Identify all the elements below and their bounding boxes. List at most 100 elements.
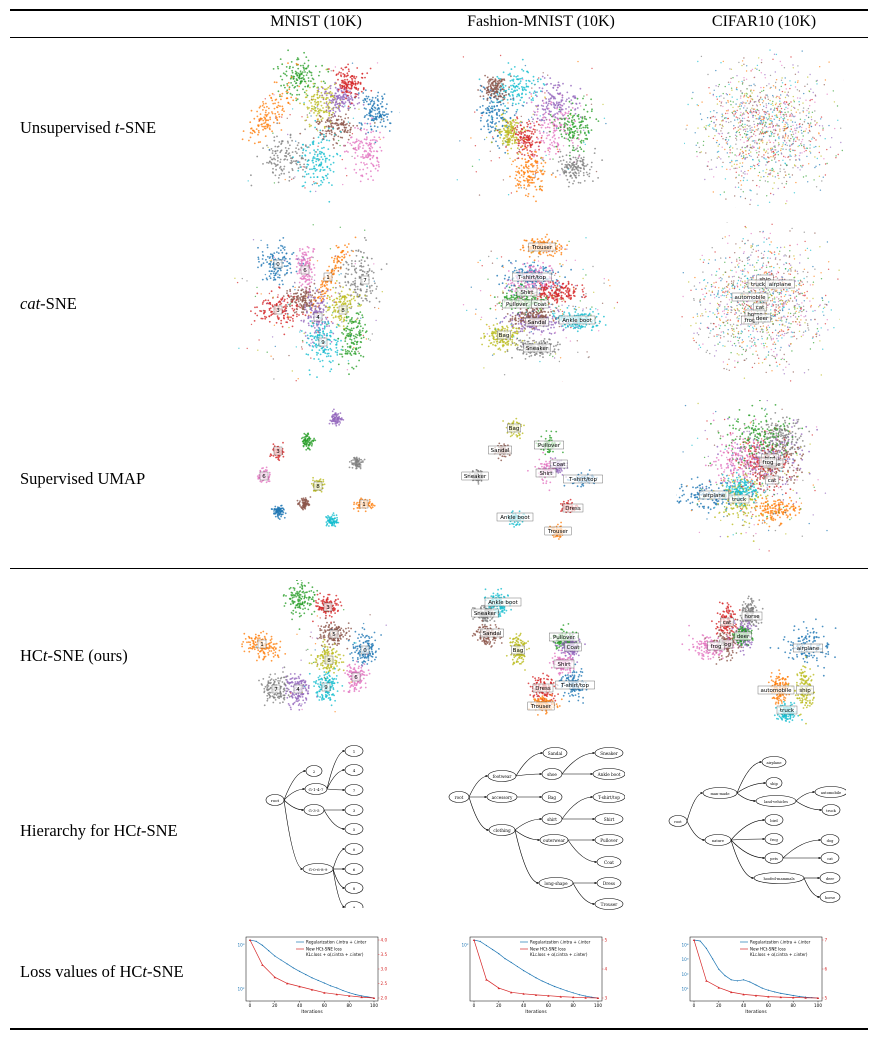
legend-label-formula: KLℒloss + α(ℒintra + ℒinter) xyxy=(750,952,808,957)
cluster-label-2: Pullover xyxy=(533,440,564,450)
cluster-label-text: Pullover xyxy=(538,443,561,449)
scatter-hctsne-mnist: 3 5 1 0 8 7 4 9 6 xyxy=(240,580,400,740)
reg-point xyxy=(268,950,270,952)
tree-edge xyxy=(283,769,307,801)
tree-edge xyxy=(730,837,766,841)
cluster-label-1: T-shirt/top xyxy=(512,272,552,282)
hct-point xyxy=(742,993,745,996)
reg-point xyxy=(336,987,338,989)
cluster-label-text: 0 xyxy=(363,648,367,654)
reg-point xyxy=(255,940,257,942)
tree-node: Trouser xyxy=(594,898,624,910)
cluster-label-text: 9 xyxy=(321,340,325,346)
scatter-tsne-fashion xyxy=(455,48,615,208)
cluster-label-1: horse xyxy=(741,611,763,621)
tree-edge xyxy=(730,839,766,860)
tree-node: Dress xyxy=(596,877,622,889)
tree-edge xyxy=(514,817,543,831)
reg-point xyxy=(699,940,701,942)
reg-point xyxy=(354,993,356,996)
tree-edge xyxy=(326,788,346,792)
noise-points xyxy=(684,49,844,208)
cluster-label-text: 3 xyxy=(326,605,330,611)
x-axis-label: Iterations xyxy=(301,1009,323,1015)
tree-node: Sneaker xyxy=(594,747,624,759)
cluster-label-4: cat xyxy=(764,475,779,485)
x-tick-label: 0 xyxy=(249,1003,252,1008)
cluster-label-text: Ankle boot xyxy=(562,318,592,324)
tree-edge xyxy=(326,768,346,790)
cluster-4 xyxy=(525,75,582,127)
header-rule xyxy=(10,37,868,38)
hct-point xyxy=(559,995,562,998)
x-tick-label: 40 xyxy=(297,1003,303,1008)
cluster-label-text: 1 xyxy=(260,642,264,648)
column-header-mnist: MNIST (10K) xyxy=(270,13,362,30)
tree-node: horse xyxy=(819,891,841,903)
hct-point xyxy=(804,996,807,999)
column-header-fashion: Fashion-MNIST (10K) xyxy=(467,13,615,30)
tree-node: root xyxy=(668,815,688,827)
cluster-label-text: 6 xyxy=(303,268,307,274)
cluster-3 xyxy=(348,456,366,470)
hct-point xyxy=(816,997,820,999)
cluster-label-0: Trouser xyxy=(528,242,556,252)
cluster-label-5: airplane xyxy=(792,643,823,653)
y-left-tick-label: 10⁴ xyxy=(681,943,688,948)
loss-chart-cifar: 0 20 40 60 80 100 Iterations 10⁴ 10³ 10² 10¹ 7 6 5 Reg… xyxy=(672,933,832,1018)
y-right-tick-label: 3.5 xyxy=(381,952,388,957)
tree-edge xyxy=(326,749,346,790)
tree-node: man-made xyxy=(702,787,738,799)
cluster-8 xyxy=(490,109,527,155)
cluster-label-3: Shirt xyxy=(516,287,538,297)
tree-node: root xyxy=(448,791,470,803)
reg-point xyxy=(705,947,707,949)
x-tick-label: 20 xyxy=(716,1003,722,1008)
reg-point xyxy=(541,980,543,982)
cluster-5 xyxy=(317,81,365,119)
y-right-tick-label: 3.0 xyxy=(381,967,388,972)
x-tick-label: 100 xyxy=(594,1003,602,1008)
reg-point xyxy=(516,965,518,968)
y-left-tick-label: 10² xyxy=(461,943,468,948)
cluster-label-text: 1 xyxy=(326,275,330,281)
scatter-catsne-cifar: shiptruckairplaneautomobilecathorsefrogd… xyxy=(680,222,840,382)
tree-node: shirt xyxy=(541,813,563,825)
cluster-label-5: frog xyxy=(759,457,777,467)
x-tick-label: 0 xyxy=(473,1003,476,1008)
tree-edge xyxy=(795,800,823,812)
tree-node: 1 xyxy=(344,745,364,757)
cluster-6 xyxy=(552,144,603,188)
cluster-label-text: Dress xyxy=(565,506,581,512)
x-tick-label: 40 xyxy=(741,1003,747,1008)
reg-point xyxy=(342,989,344,992)
cluster-label-0: Ankle boot xyxy=(484,597,522,607)
cluster-label-8: Dress xyxy=(532,683,554,693)
cluster-label-0: cat xyxy=(720,617,735,627)
cluster-label-9: Trouser xyxy=(544,526,572,536)
cluster-label-5: Sneaker xyxy=(461,471,489,481)
cluster-label-4: Coat xyxy=(531,299,549,309)
reg-point xyxy=(572,992,574,994)
cluster-label-6: automobile xyxy=(757,685,795,695)
tree-edge xyxy=(283,799,304,871)
reg-point xyxy=(529,973,531,975)
cluster-label-2: 8 xyxy=(313,481,323,491)
hct-point xyxy=(360,996,363,999)
cluster-label-text: deer xyxy=(756,316,769,322)
cluster-label-0: 3 xyxy=(273,446,283,456)
reg-point xyxy=(718,968,720,970)
reg-point xyxy=(554,985,556,988)
hct-point xyxy=(692,939,696,941)
x-tick-label: 20 xyxy=(272,1003,278,1008)
cluster-9 xyxy=(325,512,340,528)
reg-point xyxy=(774,991,776,993)
tree-node: G-3-5 xyxy=(303,804,325,816)
row-label-catsne: cat-SNE xyxy=(20,294,77,313)
tree-node: hoofed-mammals xyxy=(753,872,805,884)
scatter-catsne-mnist: 0 6 1 7 3 8 9 4 xyxy=(233,222,393,382)
cluster-label-7: Bag xyxy=(497,330,512,340)
reg-point xyxy=(712,958,714,960)
scatter-hctsne-cifar: cat horse deer dog frog airplane automobile shi… xyxy=(680,580,840,740)
hct-point xyxy=(323,991,326,994)
